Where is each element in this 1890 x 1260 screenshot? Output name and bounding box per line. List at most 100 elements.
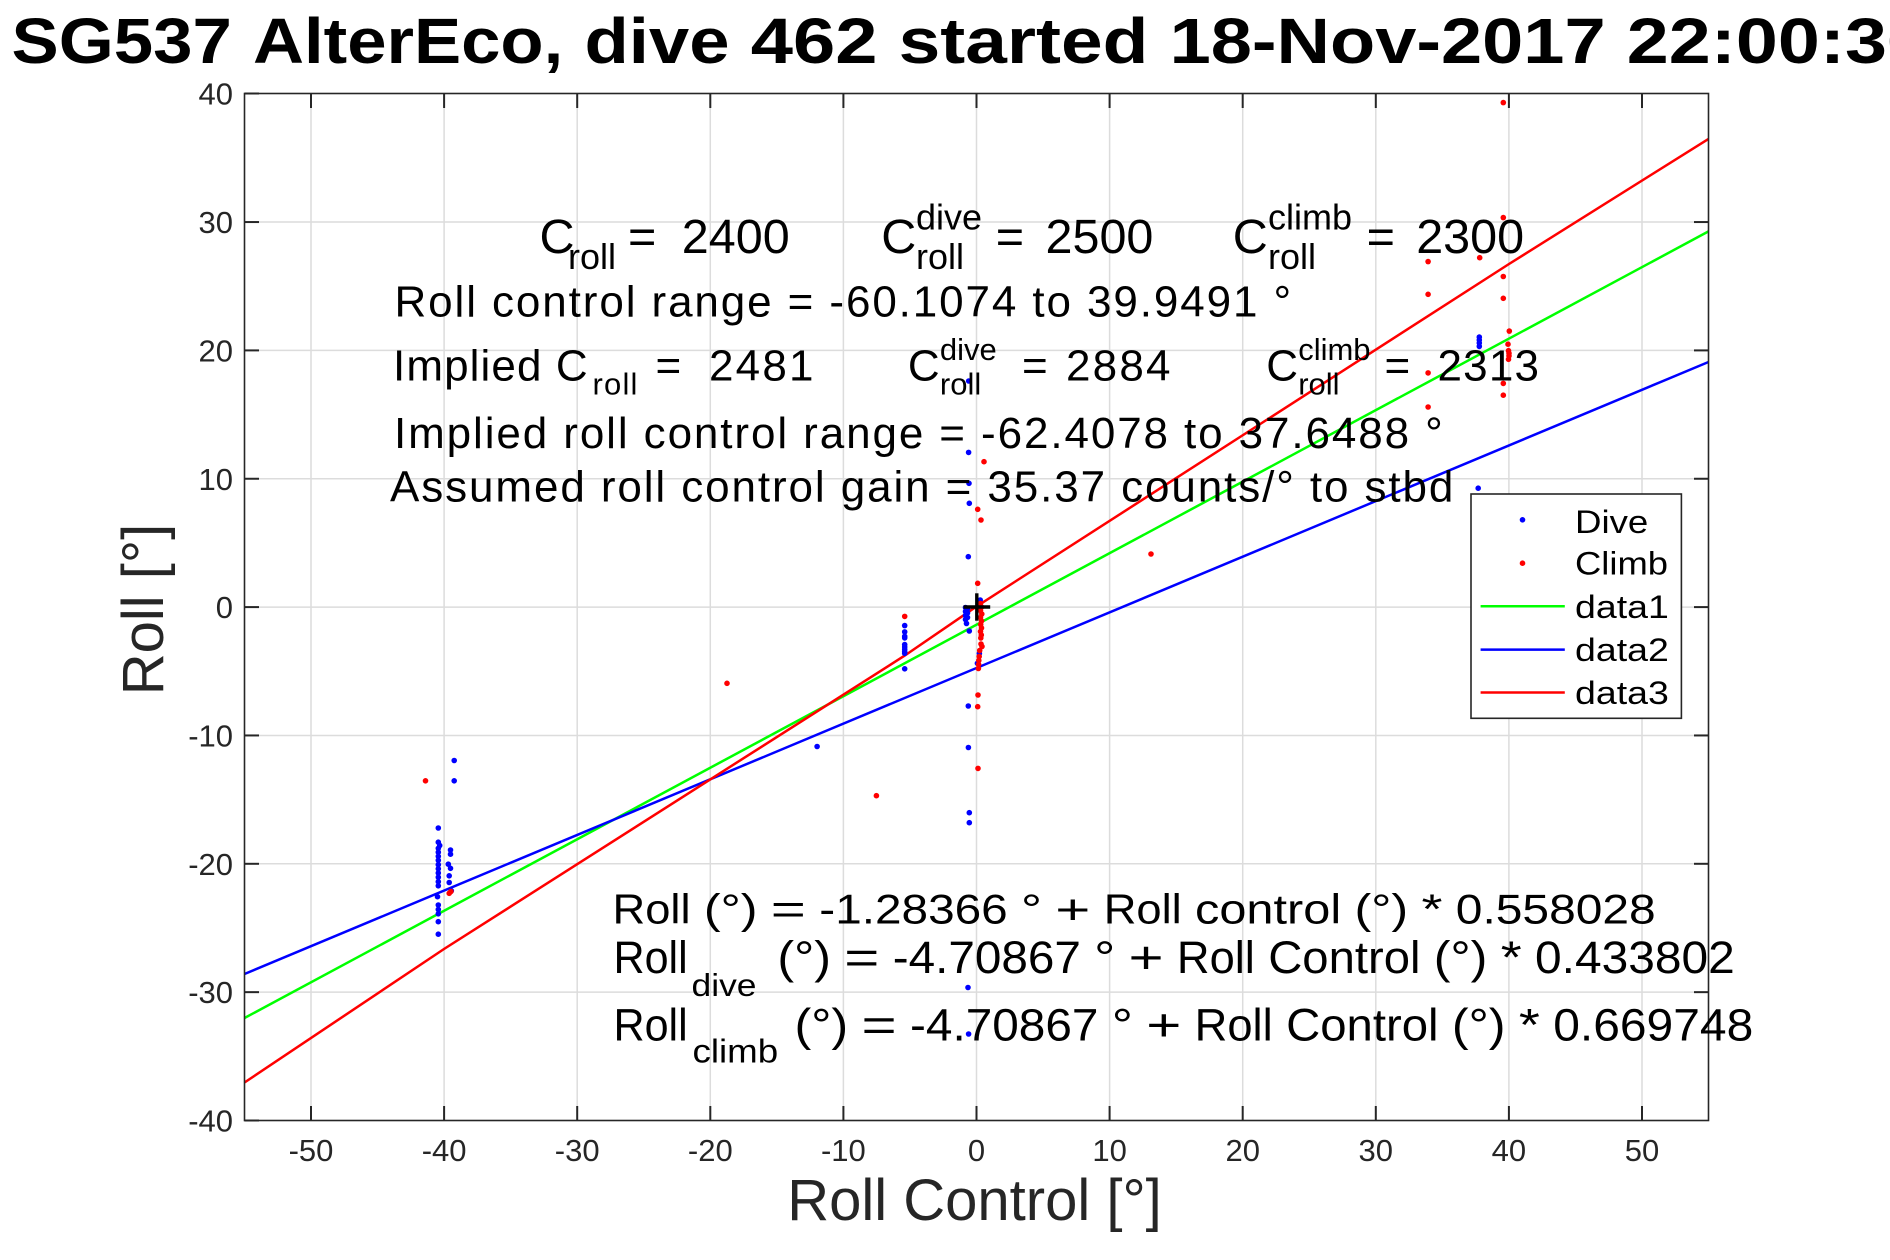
svg-text:0: 0 bbox=[968, 1133, 985, 1168]
svg-text:roll: roll bbox=[940, 367, 981, 402]
svg-text:dive: dive bbox=[940, 332, 997, 367]
svg-text:-1.28366: -1.28366 bbox=[819, 887, 1007, 932]
svg-text:2884: 2884 bbox=[1066, 342, 1173, 391]
svg-text:dive: dive bbox=[585, 6, 730, 77]
svg-text:22:00:36: 22:00:36 bbox=[1627, 5, 1890, 76]
svg-text:(°): (°) bbox=[795, 1001, 849, 1051]
svg-text:dive: dive bbox=[916, 197, 982, 238]
svg-text:-4.70867: -4.70867 bbox=[910, 1000, 1098, 1050]
svg-text:0: 0 bbox=[216, 590, 233, 625]
svg-text:-20: -20 bbox=[688, 1133, 733, 1168]
svg-text:=: = bbox=[1367, 210, 1395, 264]
svg-text:Climb: Climb bbox=[1575, 546, 1668, 582]
svg-text:data2: data2 bbox=[1575, 632, 1669, 668]
svg-text:-50: -50 bbox=[289, 1133, 334, 1168]
svg-text:C: C bbox=[1266, 342, 1298, 391]
svg-text:Roll control range = -60.1074: Roll control range = -60.1074 to 39.9491… bbox=[395, 278, 1294, 327]
svg-text:Roll: Roll bbox=[613, 887, 691, 933]
svg-text:Roll: Roll bbox=[614, 933, 688, 983]
svg-text:-20: -20 bbox=[188, 847, 233, 882]
svg-text:dive: dive bbox=[692, 969, 757, 1004]
svg-text:climb: climb bbox=[1298, 332, 1370, 367]
svg-text:10: 10 bbox=[199, 462, 233, 497]
svg-text:2500: 2500 bbox=[1046, 210, 1154, 264]
svg-text:0.669748: 0.669748 bbox=[1553, 1000, 1753, 1050]
svg-text:50: 50 bbox=[1625, 1133, 1659, 1168]
svg-text:=: = bbox=[844, 933, 879, 983]
svg-text:Roll: Roll bbox=[1104, 887, 1182, 933]
svg-text:*: * bbox=[1519, 1000, 1540, 1051]
svg-text:°: ° bbox=[1112, 1001, 1133, 1051]
svg-text:Implied C: Implied C bbox=[393, 342, 589, 391]
svg-text:-10: -10 bbox=[188, 719, 233, 754]
svg-text:-40: -40 bbox=[188, 1104, 233, 1139]
svg-text:462: 462 bbox=[751, 5, 878, 77]
svg-text:climb: climb bbox=[693, 1033, 779, 1070]
svg-text:=: = bbox=[656, 342, 682, 391]
svg-text:(°): (°) bbox=[1355, 886, 1409, 933]
svg-text:Dive: Dive bbox=[1575, 505, 1648, 541]
svg-text:climb: climb bbox=[1268, 197, 1352, 238]
svg-text:2300: 2300 bbox=[1416, 210, 1524, 264]
svg-text:Implied roll control range = -: Implied roll control range = -62.4078 to… bbox=[394, 409, 1445, 458]
svg-text:20: 20 bbox=[1225, 1133, 1259, 1168]
svg-text:+: + bbox=[1129, 933, 1164, 983]
svg-text:data1: data1 bbox=[1575, 589, 1669, 625]
svg-text:(°): (°) bbox=[1452, 1001, 1506, 1051]
svg-text:-10: -10 bbox=[821, 1133, 866, 1168]
svg-text:roll: roll bbox=[1268, 236, 1316, 277]
svg-text:-30: -30 bbox=[188, 975, 233, 1010]
svg-text:(°): (°) bbox=[1434, 933, 1488, 983]
svg-text:AlterEco,: AlterEco, bbox=[253, 6, 563, 77]
svg-text:40: 40 bbox=[199, 77, 233, 112]
svg-text:started: started bbox=[899, 5, 1149, 77]
svg-text:-4.70867: -4.70867 bbox=[893, 932, 1081, 982]
svg-text:10: 10 bbox=[1092, 1133, 1126, 1168]
svg-text:2313: 2313 bbox=[1438, 342, 1541, 391]
svg-text:°: ° bbox=[1021, 887, 1042, 934]
svg-text:roll: roll bbox=[568, 236, 616, 277]
svg-text:C: C bbox=[540, 210, 575, 264]
svg-text:control: control bbox=[1195, 886, 1341, 933]
svg-text:+: + bbox=[1055, 886, 1090, 933]
svg-text:+: + bbox=[1146, 1001, 1181, 1051]
svg-text:18-Nov-2017: 18-Nov-2017 bbox=[1170, 5, 1606, 77]
svg-text:-30: -30 bbox=[555, 1133, 600, 1168]
svg-text:Roll [°]: Roll [°] bbox=[111, 524, 176, 695]
svg-text:SG537: SG537 bbox=[12, 6, 232, 77]
svg-text:Roll: Roll bbox=[1195, 1000, 1273, 1051]
svg-text:*: * bbox=[1422, 886, 1443, 933]
svg-text:40: 40 bbox=[1492, 1133, 1526, 1168]
svg-text:data3: data3 bbox=[1575, 675, 1669, 711]
svg-text:C: C bbox=[881, 210, 916, 264]
svg-text:C: C bbox=[908, 342, 940, 391]
svg-text:=: = bbox=[862, 1001, 897, 1051]
svg-text:°: ° bbox=[1094, 933, 1115, 983]
svg-text:=: = bbox=[1022, 342, 1048, 391]
svg-text:Roll: Roll bbox=[614, 1001, 688, 1051]
svg-text:roll: roll bbox=[1298, 367, 1339, 402]
svg-text:30: 30 bbox=[1359, 1133, 1393, 1168]
svg-text:roll: roll bbox=[593, 367, 639, 402]
svg-text:-40: -40 bbox=[422, 1133, 467, 1168]
svg-text:Assumed roll control gain = 35: Assumed roll control gain = 35.37 counts… bbox=[390, 462, 1455, 511]
svg-text:(°): (°) bbox=[704, 886, 758, 933]
svg-text:(°): (°) bbox=[777, 933, 831, 983]
svg-text:Roll Control [°]: Roll Control [°] bbox=[787, 1168, 1162, 1233]
svg-text:Control: Control bbox=[1268, 932, 1420, 983]
svg-text:Control: Control bbox=[1286, 1000, 1438, 1051]
svg-text:=: = bbox=[628, 210, 656, 264]
svg-text:Roll: Roll bbox=[1177, 932, 1255, 983]
svg-text:2481: 2481 bbox=[709, 342, 816, 391]
svg-text:=: = bbox=[996, 210, 1024, 264]
svg-text:=: = bbox=[771, 886, 806, 933]
svg-text:*: * bbox=[1501, 932, 1522, 983]
svg-text:2400: 2400 bbox=[682, 210, 790, 264]
svg-text:20: 20 bbox=[199, 333, 233, 368]
svg-text:0.433802: 0.433802 bbox=[1535, 932, 1735, 982]
svg-text:C: C bbox=[1233, 210, 1268, 264]
svg-text:=: = bbox=[1385, 342, 1411, 391]
svg-text:roll: roll bbox=[916, 236, 964, 277]
svg-text:30: 30 bbox=[199, 205, 233, 240]
svg-text:0.558028: 0.558028 bbox=[1456, 885, 1656, 932]
